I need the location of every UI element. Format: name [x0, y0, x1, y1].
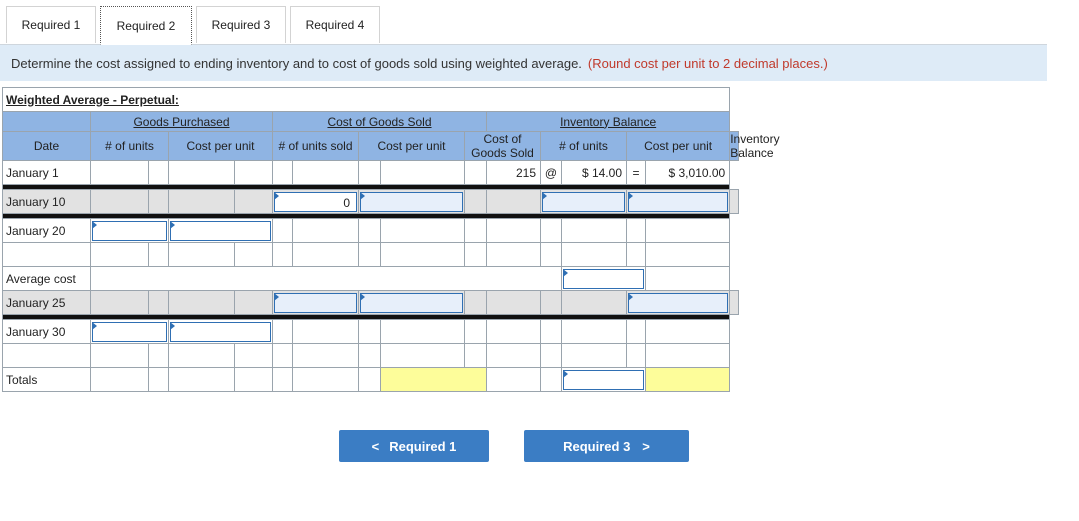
row-january-30: January 30 — [2, 319, 739, 344]
tab-required-2[interactable]: Required 2 — [100, 6, 192, 45]
inventory-units: 215 — [486, 160, 541, 185]
input-value: 0 — [343, 195, 350, 210]
units-sold-input[interactable] — [274, 292, 357, 313]
inventory-cost-input[interactable] — [628, 292, 729, 313]
row-january-1: January 1 215 @ $ 14.00 = $ 3,010.00 — [2, 160, 739, 185]
group-inventory-balance: Inventory Balance — [485, 111, 731, 132]
header-purchased-cost: Cost per unit — [168, 131, 273, 161]
header-units-sold: # of units sold — [272, 131, 359, 161]
row-date: January 1 — [2, 160, 91, 185]
sold-cost-input[interactable] — [360, 292, 463, 313]
row-date: Totals — [2, 367, 91, 392]
inventory-units-input[interactable] — [542, 191, 625, 212]
row-date: January 10 — [2, 189, 91, 214]
tab-bar: Required 1 Required 2 Required 3 Require… — [0, 0, 1047, 45]
row-date: January 20 — [2, 218, 91, 243]
at-symbol: @ — [540, 160, 562, 185]
inventory-cost-per-unit: $ 14.00 — [561, 160, 627, 185]
total-inventory-balance-cell — [644, 367, 731, 392]
prev-required-button[interactable]: < Required 1 — [339, 430, 489, 462]
units-sold-input[interactable]: 0 — [274, 191, 357, 212]
group-goods-purchased: Goods Purchased — [90, 111, 273, 132]
chevron-right-icon: > — [642, 438, 650, 454]
next-required-button[interactable]: Required 3 > — [524, 430, 689, 462]
header-sold-cost: Cost per unit — [358, 131, 465, 161]
row-january-20: January 20 — [2, 218, 739, 243]
sold-cost-input[interactable] — [360, 191, 463, 212]
purchased-cost-input[interactable] — [170, 220, 271, 241]
group-cost-of-goods-sold: Cost of Goods Sold — [272, 111, 487, 132]
tab-required-4[interactable]: Required 4 — [290, 6, 380, 43]
header-purchased-units: # of units — [90, 131, 169, 161]
tab-label: Required 4 — [305, 18, 365, 32]
header-inventory-units: # of units — [540, 131, 627, 161]
row-january-25: January 25 — [2, 290, 739, 315]
average-cost-input[interactable] — [563, 268, 644, 289]
row-date: January 25 — [2, 290, 91, 315]
tab-label: Required 1 — [21, 18, 81, 32]
tab-label: Required 2 — [116, 18, 176, 33]
inventory-cost-input[interactable] — [628, 191, 729, 212]
header-inventory-cost: Cost per unit — [625, 131, 731, 161]
total-inventory-cost-input[interactable] — [563, 369, 644, 390]
tab-required-1[interactable]: Required 1 — [6, 6, 96, 43]
button-label: Required 3 — [563, 438, 631, 454]
chevron-left-icon: < — [371, 438, 380, 454]
purchased-units-input[interactable] — [92, 220, 167, 241]
header-date: Date — [2, 131, 91, 161]
instruction-text: Determine the cost assigned to ending in… — [11, 55, 582, 71]
rounding-note: (Round cost per unit to 2 decimal places… — [587, 55, 828, 71]
header-inventory-balance: Inventory Balance — [729, 131, 780, 161]
weighted-average-table: Weighted Average - Perpetual: Goods Purc… — [1, 87, 780, 392]
purchased-units-input[interactable] — [92, 321, 167, 342]
header-cogs: Cost of Goods Sold — [464, 131, 541, 161]
purchased-cost-input[interactable] — [170, 321, 271, 342]
instruction-banner: Determine the cost assigned to ending in… — [0, 45, 1047, 81]
tab-label: Required 3 — [211, 18, 271, 32]
row-average-cost: Average cost — [2, 266, 739, 291]
inventory-balance: $ 3,010.00 — [644, 160, 731, 185]
row-january-10: January 10 0 — [2, 189, 739, 214]
row-totals: Totals — [2, 367, 739, 392]
total-cogs-cell — [380, 367, 487, 392]
button-label: Required 1 — [389, 438, 457, 454]
tab-required-3[interactable]: Required 3 — [196, 6, 286, 43]
table-title: Weighted Average - Perpetual: — [1, 87, 731, 112]
equals-symbol: = — [626, 160, 646, 185]
row-date: Average cost — [2, 266, 91, 291]
row-date: January 30 — [2, 319, 91, 344]
